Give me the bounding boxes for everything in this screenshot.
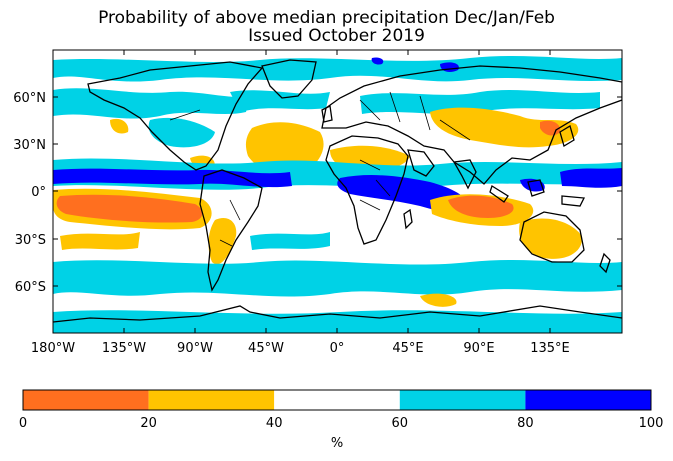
colorbar-unit-label: % <box>331 436 343 451</box>
north-america-cyan <box>148 117 215 148</box>
colorbar: 0 20 40 60 80 100 <box>19 389 664 431</box>
pacific-orange-core <box>56 194 203 223</box>
colorbar-tick-label: 20 <box>140 416 157 431</box>
x-tick-label: 135°W <box>102 341 146 356</box>
colorbar-bin <box>148 390 275 410</box>
colorbar-bin <box>399 390 526 410</box>
x-tick-label: 90°W <box>177 341 213 356</box>
eurasia-coast <box>321 65 622 185</box>
sumatra-coast <box>489 185 509 203</box>
japan-coast <box>559 125 575 147</box>
antarctica-coast <box>53 305 622 323</box>
colorbar-bin <box>274 390 400 410</box>
new-guinea-coast <box>561 195 586 207</box>
australia-yellow <box>519 218 583 259</box>
north-america-coast <box>87 61 264 171</box>
y-tick-labels: 60°N 30°N 0° 30°S 60°S <box>13 91 46 295</box>
colorbar-frame <box>22 389 652 411</box>
colorbar-tick-label: 100 <box>639 416 664 431</box>
middle-east-yellow <box>430 107 579 148</box>
x-tick-label: 0° <box>330 341 345 356</box>
greenland-coast <box>261 59 317 99</box>
probability-field <box>53 50 622 333</box>
x-tick-label: 90°E <box>463 341 494 356</box>
y-tick-label: 30°S <box>15 233 46 248</box>
indian-ocean-orange <box>448 195 514 218</box>
x-tick-label: 135°E <box>530 341 570 356</box>
arabia-coast <box>407 149 435 177</box>
y-tick-label: 0° <box>31 185 46 200</box>
colorbar-bin <box>23 390 149 410</box>
west-pacific-blue-2 <box>520 178 545 192</box>
y-tick-label: 60°S <box>15 280 46 295</box>
x-tick-labels: 180°W 135°W 90°W 45°W 0° 45°E 90°E 135°E <box>31 341 570 356</box>
north-atlantic-cyan <box>230 90 330 112</box>
x-tick-label: 45°W <box>248 341 284 356</box>
africa-coast <box>325 135 409 245</box>
colorbar-tick-label: 80 <box>517 416 534 431</box>
australia-coast <box>519 211 585 263</box>
south-pacific-yellow <box>60 232 140 250</box>
y-tick-label: 60°N <box>13 91 46 106</box>
chart-title-line-2: Issued October 2019 <box>248 26 425 46</box>
arctic-blue-patch-2 <box>371 57 384 65</box>
colorbar-tick-label: 0 <box>19 416 27 431</box>
colorbar-bin <box>525 390 651 410</box>
east-pacific-yellow <box>110 118 129 134</box>
x-tick-label: 45°E <box>392 341 423 356</box>
north-pacific-cyan <box>53 88 250 119</box>
new-zealand-coast <box>599 252 611 274</box>
coastlines <box>53 59 622 323</box>
chart-title-line-1: Probability of above median precipitatio… <box>98 8 555 28</box>
west-pacific-blue <box>560 168 622 188</box>
south-america-coast <box>199 169 263 292</box>
south-atlantic-cyan <box>250 232 330 250</box>
india-coast <box>452 159 477 190</box>
y-tick-label: 30°N <box>13 138 46 153</box>
southern-ocean-cyan <box>53 260 622 297</box>
x-tick-label: 180°W <box>31 341 75 356</box>
uk-coast <box>321 105 333 123</box>
colorbar-tick-label: 60 <box>392 416 409 431</box>
southern-ocean-yellow <box>420 293 457 307</box>
axis-tick-marks <box>52 50 622 333</box>
madagascar-coast <box>403 208 413 230</box>
colorbar-tick-label: 40 <box>266 416 283 431</box>
country-borders <box>169 91 471 247</box>
arctic-cyan-region <box>53 56 622 82</box>
borneo-coast <box>527 179 545 197</box>
